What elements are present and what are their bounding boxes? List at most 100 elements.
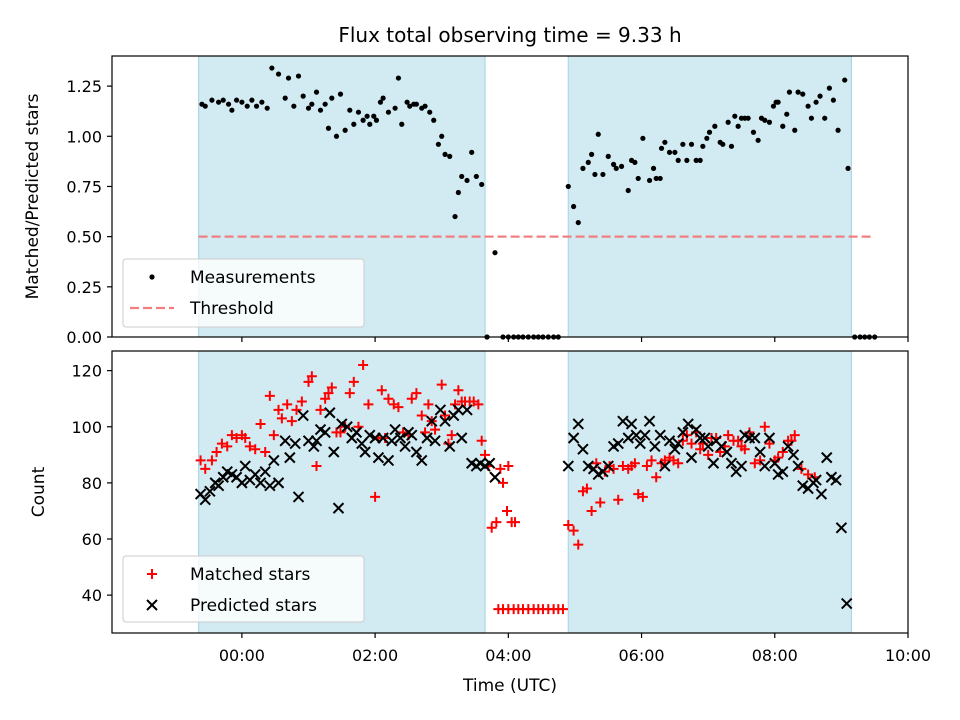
predicted-star-point <box>434 404 447 416</box>
predicted-star-point <box>204 485 216 498</box>
y-tick-label: 40 <box>82 586 102 605</box>
measurement-point <box>367 121 373 127</box>
predicted-star-point <box>426 415 438 427</box>
measurement-point <box>635 175 641 182</box>
matched-star-point <box>363 399 374 410</box>
predicted-star-point <box>777 465 789 478</box>
measurement-point <box>826 85 832 91</box>
measurement-point <box>239 99 245 105</box>
x-tick-label: 00:00 <box>219 646 265 665</box>
predicted-star-point <box>815 488 828 500</box>
measurement-point <box>313 89 320 95</box>
matched-star-point <box>739 444 750 455</box>
matched-star-point <box>250 444 261 455</box>
predicted-star-point <box>239 460 251 472</box>
measurement-point <box>300 93 306 99</box>
predicted-star-point <box>792 460 804 472</box>
measurement-point <box>447 153 453 159</box>
measurement-point <box>595 131 601 137</box>
predicted-star-point <box>410 446 423 458</box>
measurement-point <box>766 119 773 125</box>
predicted-star-point <box>439 415 451 427</box>
measurement-point <box>585 159 591 165</box>
y-tick-label: 60 <box>82 530 102 549</box>
measurement-point <box>373 117 380 123</box>
predicted-star-point <box>754 446 766 458</box>
measurement-point <box>233 97 240 103</box>
measurement-point <box>442 151 448 157</box>
measurement-point <box>209 97 215 103</box>
matched-star-point <box>557 604 568 615</box>
predicted-star-point <box>336 418 348 430</box>
measurement-point <box>351 121 357 127</box>
legend-label: Predicted stars <box>190 596 317 616</box>
matched-star-point <box>303 376 314 387</box>
predicted-star-point <box>284 451 296 464</box>
measurement-point <box>775 99 781 105</box>
y-tick-label: 120 <box>71 362 102 381</box>
measurement-point <box>422 103 428 109</box>
measurement-point <box>259 99 265 105</box>
predicted-star-point <box>444 440 456 453</box>
star-count-panel: 40 60 80 100 120 00:00 02:00 04:00 06:00 08:00 10:… <box>29 350 931 665</box>
measurement-point <box>229 107 235 113</box>
predicted-star-point <box>310 435 323 447</box>
y-tick-label: 0.75 <box>66 177 102 196</box>
predicted-star-point <box>292 491 305 503</box>
matched-star-point <box>473 399 484 410</box>
predicted-star-point <box>308 440 320 453</box>
flux-ratio-panel: 0.00 0.25 0.50 0.75 1.00 1.25 Matched/Predicte… <box>23 55 909 347</box>
matched-star-point <box>581 483 592 494</box>
predicted-star-point <box>461 404 473 416</box>
measurement-point <box>305 105 312 111</box>
measurement-point <box>309 101 315 107</box>
y-tick-label: 100 <box>71 418 102 437</box>
predicted-star-point <box>643 415 656 427</box>
measurement-point <box>845 165 851 171</box>
measurement-point <box>640 135 646 141</box>
measurement-point <box>700 143 706 149</box>
measurement-point <box>725 119 731 125</box>
matched-star-point <box>423 399 434 410</box>
measurement-point <box>657 175 663 182</box>
matched-star-point <box>348 376 359 387</box>
y-tick-label: 1.00 <box>66 127 102 146</box>
matched-star-point <box>641 461 652 472</box>
predicted-star-point <box>452 404 465 416</box>
predicted-star-point <box>254 477 267 489</box>
predicted-star-point <box>759 460 771 472</box>
y-axis-label: Count <box>29 466 49 517</box>
matched-star-point <box>406 393 417 404</box>
matched-star-point <box>195 455 206 466</box>
predicted-star-point <box>386 435 398 447</box>
measurement-point <box>728 143 735 149</box>
measurement-point <box>269 65 275 71</box>
matched-star-point <box>268 430 279 441</box>
predicted-star-point <box>682 418 694 430</box>
legend-marker <box>146 599 158 611</box>
measurement-point <box>575 219 581 226</box>
predicted-star-point <box>663 435 676 447</box>
measurement-point <box>225 101 232 107</box>
matched-star-point <box>509 517 520 528</box>
predicted-star-point <box>394 432 407 444</box>
predicted-star-point <box>399 440 411 453</box>
matched-star-point <box>803 469 814 480</box>
predicted-star-point <box>350 426 363 439</box>
matched-star-point <box>436 379 447 390</box>
measurement-point <box>329 95 335 101</box>
predicted-star-point <box>483 457 496 469</box>
measurement-point <box>680 141 686 147</box>
measurement-point <box>347 107 353 113</box>
predicted-star-point <box>797 479 809 492</box>
matched-star-point <box>498 477 509 488</box>
matched-star-point <box>673 458 684 469</box>
predicted-star-point <box>602 460 614 472</box>
observing-window-2 <box>568 56 852 337</box>
measurement-point <box>662 139 668 145</box>
measurement-point <box>808 115 815 121</box>
matched-star-point <box>311 461 322 472</box>
matched-star-point <box>222 441 233 452</box>
measurement-point <box>650 165 657 171</box>
